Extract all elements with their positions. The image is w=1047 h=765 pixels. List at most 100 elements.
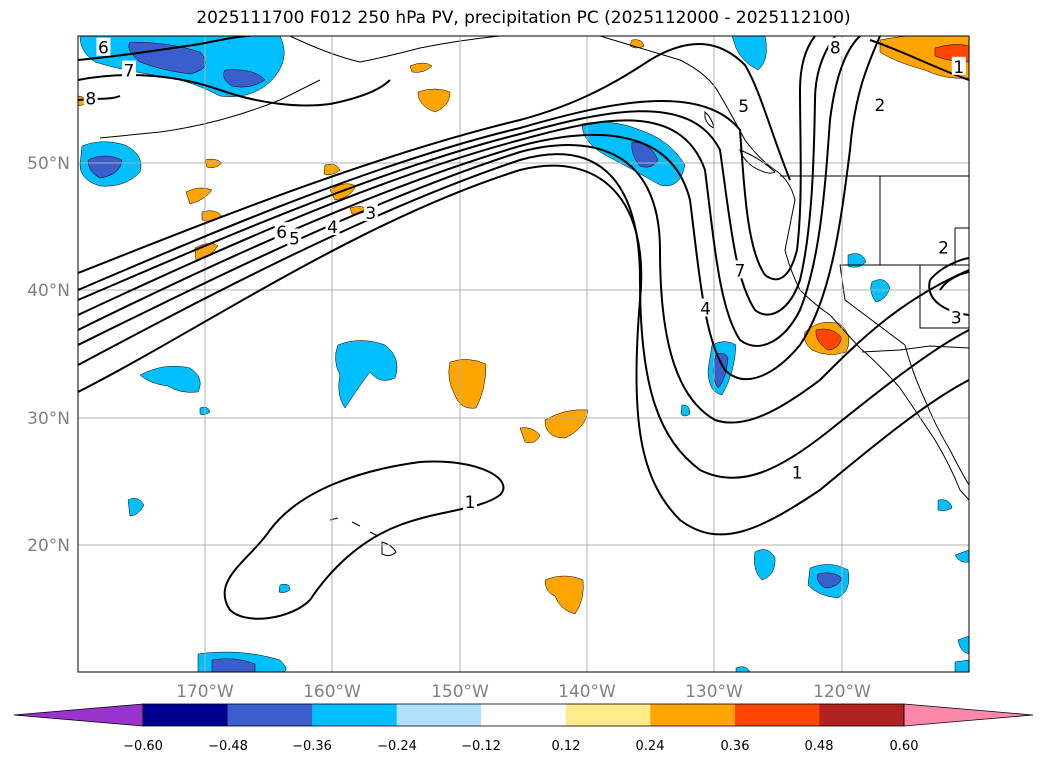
precip-area bbox=[87, 155, 123, 179]
lon-tick-label: 120°W bbox=[813, 682, 871, 702]
colorbar-frame bbox=[142, 703, 905, 727]
colorbar-bin bbox=[565, 704, 651, 726]
pv-contour bbox=[78, 36, 836, 316]
precip-area bbox=[954, 549, 969, 563]
us-mexico-border bbox=[861, 345, 969, 353]
pv-contour bbox=[78, 36, 861, 347]
precip-area bbox=[278, 583, 291, 593]
contour-label: 3 bbox=[365, 204, 376, 224]
contour-label: 2 bbox=[874, 96, 885, 116]
colorbar-bin bbox=[650, 704, 736, 726]
contour-label-bg bbox=[790, 462, 805, 481]
lon-tick-label: 130°W bbox=[685, 682, 743, 702]
contour-label: 3 bbox=[951, 308, 962, 328]
precip-area bbox=[937, 499, 953, 511]
vancouver-island bbox=[739, 149, 776, 174]
precip-area bbox=[128, 41, 206, 75]
precip-area bbox=[754, 549, 776, 581]
pv-contour bbox=[78, 42, 791, 274]
lon-tick-labels: 170°W 160°W 150°W 140°W 130°W 120°W bbox=[176, 682, 871, 702]
colorbar-label: 0.60 bbox=[890, 739, 919, 754]
precip-area bbox=[957, 635, 969, 655]
colorbar-label: 0.12 bbox=[552, 739, 581, 754]
alaska-peninsula-coast bbox=[289, 36, 501, 63]
baja-california-coast bbox=[904, 344, 969, 486]
colorbar-bin bbox=[312, 704, 398, 726]
pv-contour bbox=[78, 95, 121, 101]
aleutian-islands bbox=[99, 79, 321, 139]
contour-label: 6 bbox=[276, 223, 287, 243]
precip-area bbox=[870, 279, 891, 303]
precip-area bbox=[954, 659, 969, 672]
lon-tick-label: 160°W bbox=[303, 682, 361, 702]
lon-tick-label: 150°W bbox=[431, 682, 489, 702]
contour-label: 8 bbox=[830, 39, 841, 59]
pv-contours bbox=[78, 36, 969, 620]
precip-area bbox=[211, 658, 256, 672]
precip-area bbox=[815, 328, 843, 351]
precip-area bbox=[817, 572, 843, 589]
contour-label-bg bbox=[325, 217, 340, 236]
contour-label-bg bbox=[936, 237, 951, 256]
colorbar-bin bbox=[143, 704, 229, 726]
lat-tick-labels: 50°N 40°N 30°N 20°N bbox=[27, 154, 70, 556]
colorbar-extend-min bbox=[13, 703, 144, 727]
pv-contour bbox=[78, 164, 969, 536]
contour-label: 5 bbox=[738, 97, 749, 117]
colorbar-labels: −0.60 −0.48 −0.36 −0.24 −0.12 0.12 0.24 … bbox=[123, 739, 918, 754]
precip-positive-areas bbox=[78, 36, 969, 615]
state-border bbox=[839, 264, 906, 346]
contour-label-bg bbox=[828, 37, 843, 56]
precip-area bbox=[127, 498, 145, 517]
contour-label-bg bbox=[287, 228, 302, 247]
pv-contour bbox=[78, 36, 251, 61]
pv-contour bbox=[78, 153, 969, 479]
pv-contour bbox=[78, 74, 391, 107]
lat-tick-label: 50°N bbox=[27, 154, 70, 174]
contour-label: 6 bbox=[98, 39, 109, 59]
contour-label-bg bbox=[274, 222, 289, 241]
contour-label-bg bbox=[736, 96, 751, 115]
north-america-coast bbox=[599, 36, 969, 501]
colorbar-bin bbox=[227, 704, 313, 726]
contour-label-bg bbox=[83, 88, 98, 107]
pv-contour bbox=[78, 36, 816, 291]
precip-area bbox=[409, 62, 433, 73]
colorbar-label: 0.48 bbox=[805, 739, 834, 754]
haida-gwaii bbox=[704, 110, 715, 129]
precip-area bbox=[544, 409, 589, 439]
contour-label: 7 bbox=[734, 261, 745, 281]
graticule bbox=[78, 36, 969, 672]
contour-label-bg bbox=[363, 203, 378, 222]
state-border bbox=[919, 265, 969, 329]
pv-contour bbox=[869, 39, 969, 81]
lat-tick-label: 20°N bbox=[27, 536, 70, 556]
page-title: 2025111700 F012 250 hPa PV, precipitatio… bbox=[196, 8, 851, 28]
coastlines bbox=[99, 36, 969, 557]
lon-tick-label: 170°W bbox=[176, 682, 234, 702]
map-frame bbox=[77, 35, 970, 673]
colorbar-label: −0.60 bbox=[123, 739, 163, 754]
contour-label: 8 bbox=[85, 90, 96, 110]
hawaii-islands bbox=[329, 517, 397, 557]
precip-area bbox=[139, 365, 201, 393]
precip-area bbox=[847, 253, 867, 268]
colorbar-label: −0.36 bbox=[292, 739, 332, 754]
contour-label: 4 bbox=[327, 218, 338, 238]
contour-label-bg bbox=[951, 56, 966, 75]
precip-area bbox=[223, 69, 266, 88]
precip-area bbox=[448, 359, 487, 409]
contour-label: 5 bbox=[289, 230, 300, 250]
precip-area bbox=[185, 187, 213, 205]
colorbar-label: −0.12 bbox=[461, 739, 501, 754]
precip-negative-areas bbox=[79, 36, 969, 672]
colorbar-bin bbox=[396, 704, 482, 726]
colorbar bbox=[13, 703, 1034, 727]
contour-label-bg bbox=[949, 307, 964, 326]
contour-label-bg bbox=[732, 260, 747, 279]
lat-tick-label: 40°N bbox=[27, 281, 70, 301]
lon-tick-label: 140°W bbox=[558, 682, 616, 702]
contour-label: 2 bbox=[938, 238, 949, 258]
colorbar-bin bbox=[481, 704, 567, 726]
